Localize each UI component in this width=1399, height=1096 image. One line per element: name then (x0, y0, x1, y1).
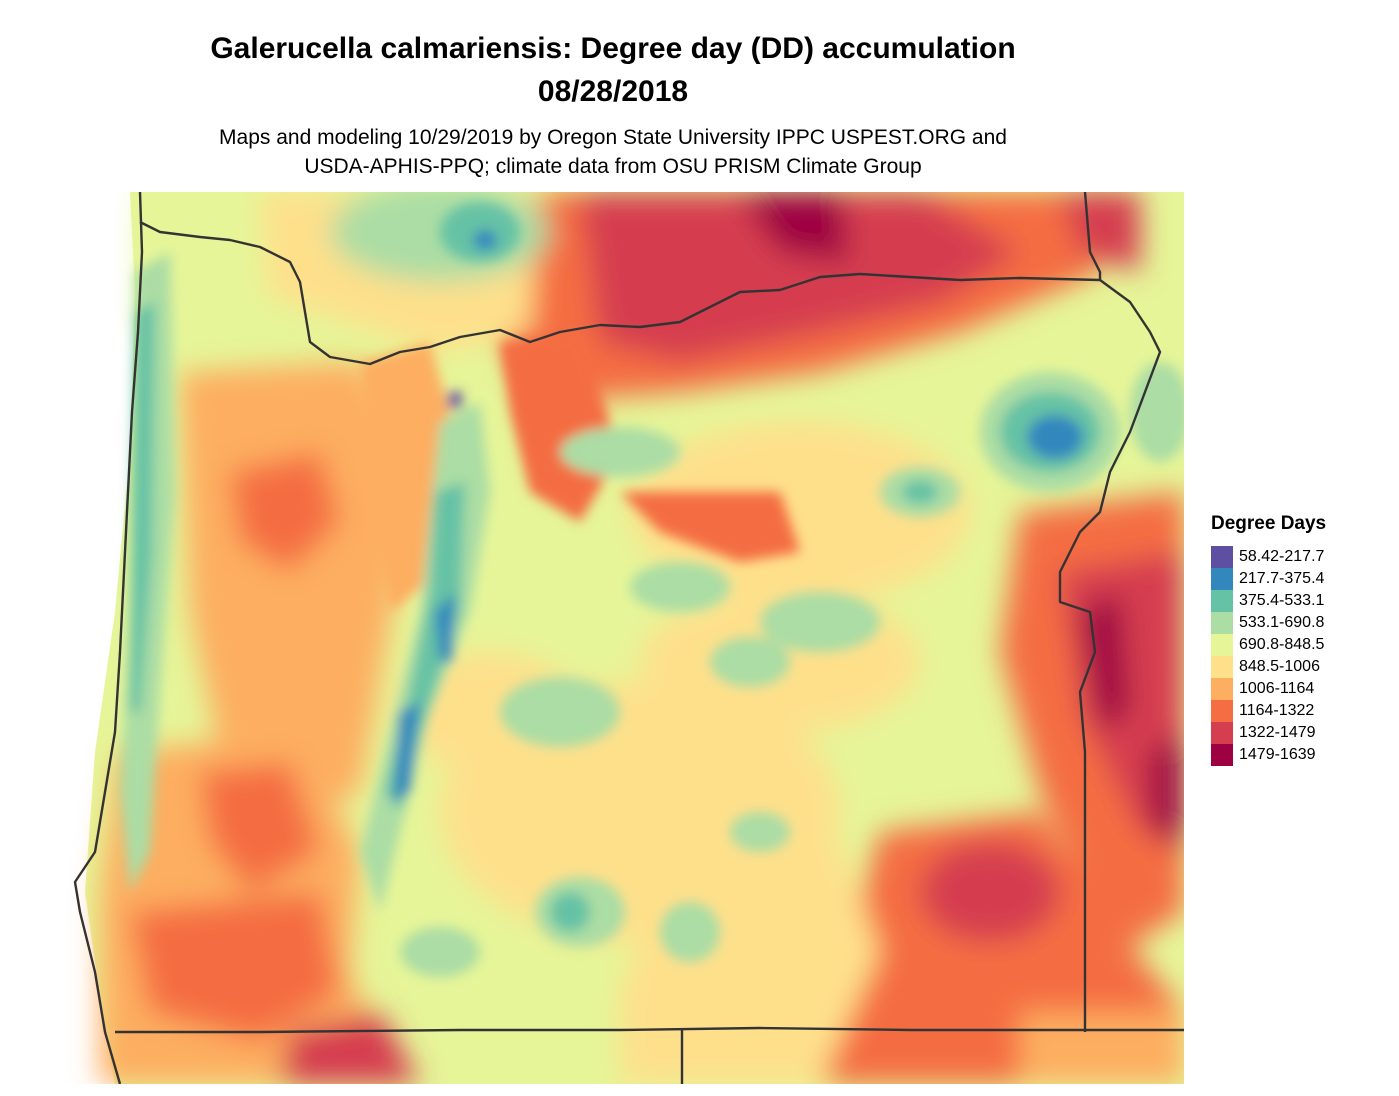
legend-item: 1006-1164 (1211, 678, 1326, 700)
legend-swatch (1211, 700, 1233, 722)
degree-day-map (60, 192, 1184, 1084)
map-date: 08/28/2018 (537, 75, 689, 108)
legend-swatch (1211, 546, 1233, 568)
coastline (73, 192, 144, 1084)
legend-item: 1322-1479 (1211, 722, 1326, 744)
legend-item: 375.4-533.1 (1211, 590, 1326, 612)
legend-swatch (1211, 678, 1233, 700)
legend-label: 217.7-375.4 (1239, 570, 1325, 587)
map-title: Galerucella calmariensis: Degree day (DD… (210, 32, 1016, 65)
legend-swatch (1211, 612, 1233, 634)
legend-items: 58.42-217.7 217.7-375.4 375.4-533.1 533.1-6… (1211, 546, 1326, 766)
state-boundary-north (139, 220, 1162, 1032)
legend-label: 1479-1639 (1239, 746, 1316, 763)
map-credit-line-1: Maps and modeling 10/29/2019 by Oregon S… (219, 126, 1007, 149)
legend-label: 690.8-848.5 (1239, 636, 1325, 653)
legend-swatch (1211, 568, 1233, 590)
legend-item: 848.5-1006 (1211, 656, 1326, 678)
legend-item: 1164-1322 (1211, 700, 1326, 722)
legend-label: 1164-1322 (1239, 702, 1315, 719)
legend-label: 375.4-533.1 (1239, 592, 1325, 609)
legend-label: 1006-1164 (1239, 680, 1315, 697)
legend-swatch (1211, 634, 1233, 656)
legend-label: 848.5-1006 (1239, 658, 1320, 675)
map-legend: Degree Days 58.42-217.7 217.7-375.4 375.4-… (1211, 512, 1326, 766)
map-credit-line-2: USDA-APHIS-PPQ; climate data from OSU PR… (304, 155, 922, 178)
legend-item: 217.7-375.4 (1211, 568, 1326, 590)
legend-swatch (1211, 590, 1233, 612)
legend-item: 533.1-690.8 (1211, 612, 1326, 634)
state-boundary-south (115, 1026, 1184, 1034)
legend-swatch (1211, 744, 1233, 766)
legend-item: 690.8-848.5 (1211, 634, 1326, 656)
legend-swatch (1211, 656, 1233, 678)
legend-item: 1479-1639 (1211, 744, 1326, 766)
legend-item: 58.42-217.7 (1211, 546, 1326, 568)
state-boundary-east (1083, 192, 1102, 280)
legend-title: Degree Days (1211, 513, 1327, 534)
legend-label: 1322-1479 (1239, 724, 1316, 741)
legend-label: 533.1-690.8 (1239, 614, 1325, 631)
legend-swatch (1211, 722, 1233, 744)
legend-label: 58.42-217.7 (1239, 548, 1325, 565)
